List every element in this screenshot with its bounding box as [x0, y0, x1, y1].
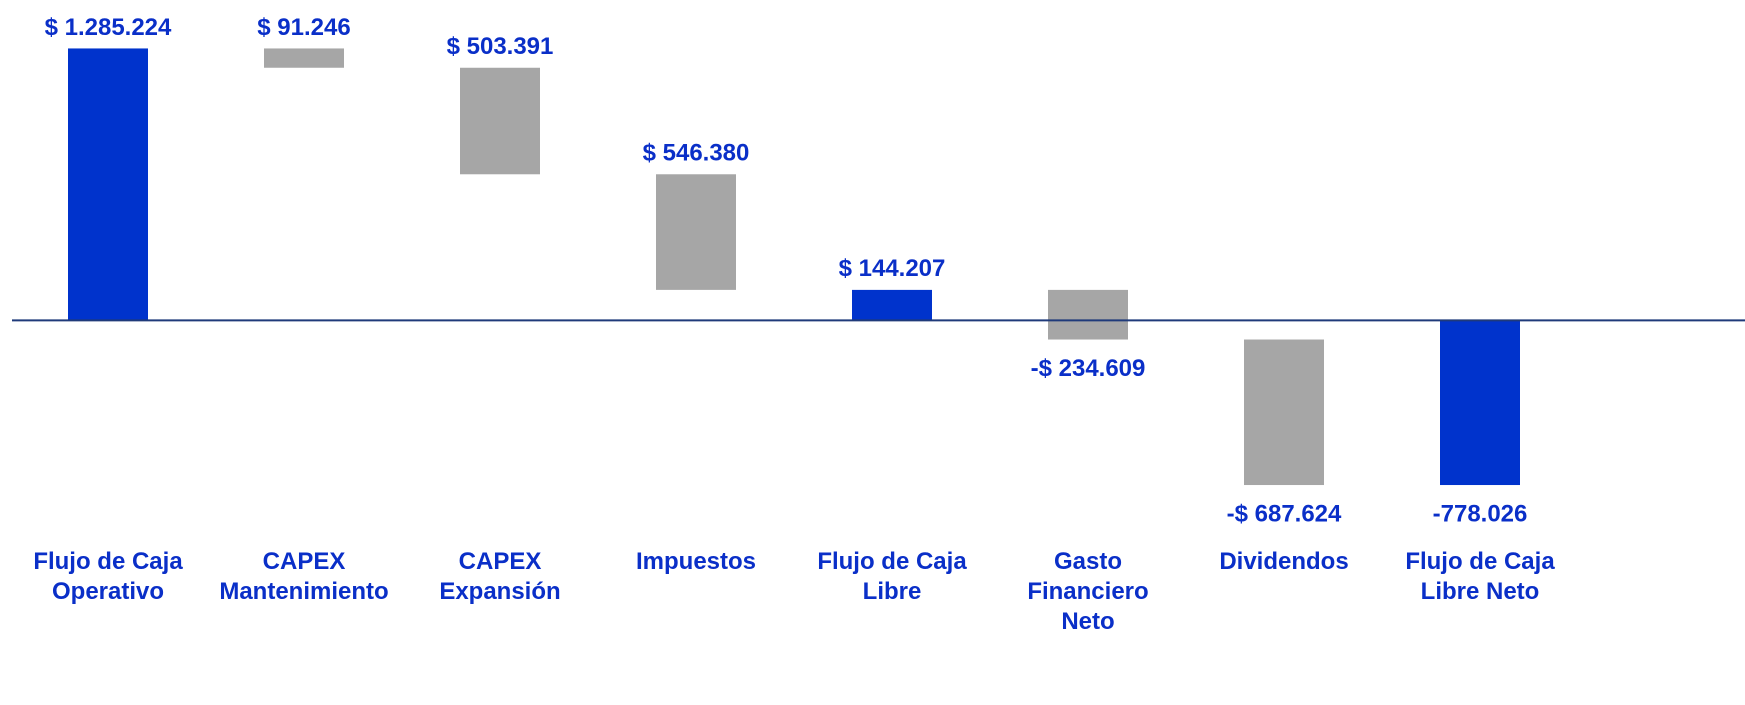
bar — [68, 48, 148, 321]
x-tick-label-line: CAPEX — [263, 548, 346, 575]
bar — [460, 67, 540, 175]
x-tick-label-line: Mantenimiento — [219, 578, 388, 605]
x-tick-label: Gasto Financiero Neto — [1027, 548, 1148, 635]
x-tick-label-line: Dividendos — [1219, 548, 1348, 575]
bar — [656, 174, 736, 290]
bar — [1048, 289, 1128, 340]
data-label: $ 503.391 — [447, 33, 554, 60]
data-label: $ 144.207 — [839, 255, 946, 282]
x-tick-label: Flujo de Caja Libre Neto — [1405, 548, 1555, 605]
x-tick-label: Dividendos — [1219, 548, 1348, 575]
x-tick-label-line: Flujo de Caja — [1405, 548, 1555, 575]
x-tick-label-line: Expansión — [439, 578, 560, 605]
x-tick-label: Impuestos — [636, 548, 756, 575]
data-label: -$ 687.624 — [1227, 500, 1342, 527]
x-tick-label: CAPEX Mantenimiento — [219, 548, 388, 605]
x-tick-label-line: Libre — [863, 578, 922, 605]
x-tick-label-line: Libre Neto — [1421, 578, 1540, 605]
data-label: $ 546.380 — [643, 140, 750, 167]
data-label: -$ 234.609 — [1031, 355, 1146, 382]
x-tick-label-line: Flujo de Caja — [33, 548, 183, 575]
bar — [852, 289, 932, 321]
x-tick-label-line: Financiero — [1027, 578, 1148, 605]
bar — [264, 48, 344, 68]
x-tick-label-line: Neto — [1061, 608, 1114, 635]
x-tick-label: Flujo de Caja Operativo — [33, 548, 183, 605]
x-tick-label-line: Flujo de Caja — [817, 548, 967, 575]
data-label: -778.026 — [1433, 500, 1528, 527]
x-tick-label-line: CAPEX — [459, 548, 542, 575]
x-tick-label: CAPEX Expansión — [439, 548, 560, 605]
x-tick-label-line: Operativo — [52, 578, 164, 605]
bar — [1244, 339, 1324, 486]
x-tick-label-line: Impuestos — [636, 548, 756, 575]
bar — [1440, 320, 1520, 486]
data-label: $ 1.285.224 — [45, 14, 172, 41]
data-label: $ 91.246 — [257, 14, 350, 41]
x-tick-label: Flujo de Caja Libre — [817, 548, 967, 605]
x-tick-label-line: Gasto — [1054, 548, 1122, 575]
